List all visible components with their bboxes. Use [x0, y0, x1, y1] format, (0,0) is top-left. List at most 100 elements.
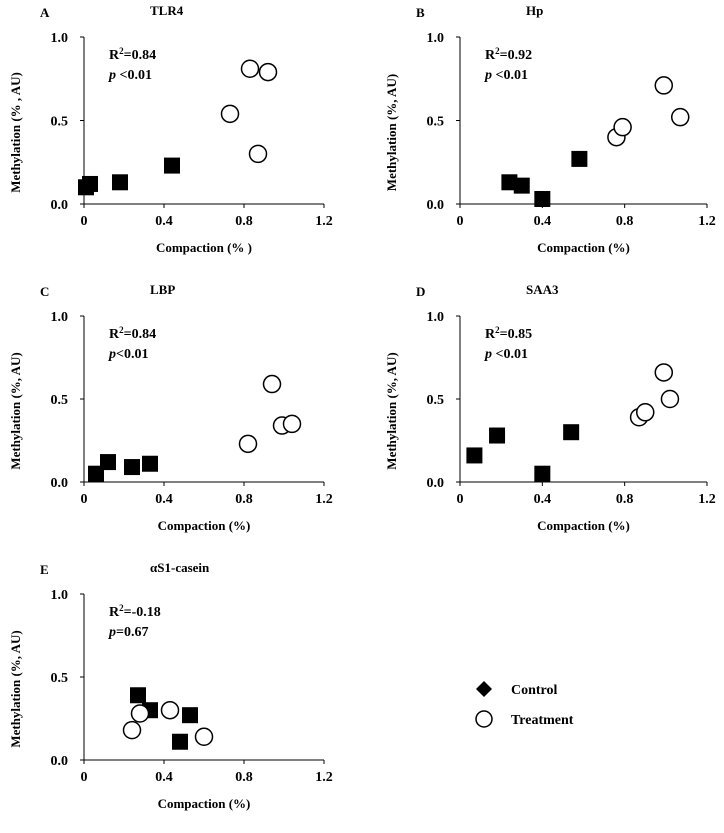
x-tick-label: 0.4: [155, 214, 173, 229]
x-tick-label: 0: [457, 214, 464, 229]
control-point: [100, 454, 116, 471]
control-point: [142, 455, 158, 472]
panel-e: 0 0.4 0.8 1.2 0.0 0.5 1.0E αS1-casein Compaction…: [8, 560, 333, 811]
p-letter: p: [108, 625, 116, 640]
x-axis-label: Compaction (%): [537, 518, 630, 533]
panel-d: 0 0.4 0.8 1.2 0.0 0.5 1.0D SAA3 Compaction (%) Me…: [384, 282, 716, 533]
x-tick-label: 0.8: [235, 214, 253, 229]
y-tick-label: 0.0: [51, 754, 69, 769]
panel-title: TLR4: [150, 3, 184, 18]
y-tick-label: 0.0: [51, 198, 69, 213]
x-tick-label: 1.2: [315, 770, 333, 785]
y-tick-label: 1.0: [51, 31, 69, 46]
panel-letter: E: [40, 562, 49, 577]
treatment-point: [258, 62, 278, 82]
panel-letter: D: [416, 284, 425, 299]
p-letter: p: [108, 68, 116, 83]
p-value-label: p <0.01: [484, 347, 528, 362]
x-tick-label: 0.8: [616, 492, 634, 507]
r-squared-label: R2=0.92: [485, 46, 532, 63]
legend: Control Treatment: [475, 681, 574, 728]
control-point: [501, 174, 518, 191]
panel-title: SAA3: [526, 282, 559, 297]
control-point: [466, 447, 483, 464]
x-axis-label: Compaction (%): [158, 796, 251, 811]
r-squared-label: R2=-0.18: [109, 603, 161, 620]
control-point: [534, 465, 551, 482]
r-squared-superscript: 2: [495, 325, 500, 335]
treatment-point: [130, 704, 150, 723]
y-axis-label: Methylation (%, AU): [8, 352, 23, 469]
r-squared-label: R2=0.85: [485, 325, 532, 342]
y-tick-label: 0.5: [427, 393, 445, 408]
x-axis-label: Compaction (%): [537, 240, 630, 255]
treatment-point: [654, 363, 674, 382]
y-axis-label: Methylation (% , AU): [8, 72, 23, 193]
p-letter: p: [484, 347, 492, 362]
control-point: [172, 733, 188, 750]
legend-control-marker: [476, 681, 492, 697]
x-tick-label: 0.4: [534, 214, 552, 229]
x-tick-label: 1.2: [315, 492, 333, 507]
panel-title: LBP: [150, 282, 175, 297]
y-axis-label: Methylation (%, AU): [384, 74, 399, 191]
p-value-label: p=0.67: [108, 625, 148, 640]
control-point: [124, 459, 140, 476]
control-point: [534, 190, 551, 207]
panel-a: 0 0.4 0.8 1.2 0.0 0.5 1.0A TLR4 Compaction (% ) M…: [8, 3, 333, 255]
y-tick-label: 1.0: [51, 310, 69, 325]
control-point: [489, 427, 506, 444]
treatment-point: [262, 374, 282, 394]
x-tick-label: 0: [457, 492, 464, 507]
y-tick-label: 1.0: [427, 31, 445, 46]
y-tick-label: 0.0: [427, 198, 445, 213]
treatment-point: [160, 700, 180, 720]
panel-letter: C: [40, 284, 49, 299]
treatment-point: [282, 414, 302, 434]
p-value-label: p <0.01: [108, 68, 152, 83]
x-axis-label: Compaction (% ): [156, 240, 252, 255]
y-tick-label: 0.5: [51, 393, 69, 408]
y-axis-label: Methylation (%, AU): [8, 630, 23, 747]
treatment-point: [660, 389, 680, 409]
r-squared-label: R2=0.84: [109, 46, 156, 63]
treatment-point: [654, 76, 674, 95]
r-squared-superscript: 2: [119, 46, 124, 56]
x-tick-label: 0.4: [534, 492, 552, 507]
panel-letter: B: [416, 5, 425, 20]
x-tick-label: 0: [81, 492, 88, 507]
panel-c: 0 0.4 0.8 1.2 0.0 0.5 1.0C LBP Compaction (%) Met…: [8, 282, 333, 533]
p-letter: p: [108, 347, 116, 362]
y-tick-label: 0.0: [51, 476, 69, 491]
legend-treatment-label: Treatment: [511, 713, 574, 728]
r-squared-superscript: 2: [119, 603, 124, 613]
treatment-point: [670, 107, 690, 127]
x-tick-label: 0.4: [155, 770, 173, 785]
treatment-point: [238, 434, 258, 454]
control-point: [571, 150, 588, 167]
x-tick-label: 0: [81, 214, 88, 229]
control-point: [112, 174, 128, 191]
x-axis-label: Compaction (%): [158, 518, 251, 533]
y-tick-label: 0.5: [427, 115, 445, 130]
control-point: [563, 424, 580, 441]
panel-b: 0 0.4 0.8 1.2 0.0 0.5 1.0B Hp Compaction (%) Meth…: [384, 3, 716, 255]
treatment-point: [613, 117, 632, 137]
panel-title: Hp: [526, 3, 543, 18]
x-tick-label: 1.2: [698, 492, 716, 507]
x-tick-label: 0.4: [155, 492, 173, 507]
y-axis-label: Methylation (%, AU): [384, 352, 399, 469]
x-tick-label: 0: [81, 770, 88, 785]
control-point: [164, 157, 180, 174]
treatment-point: [220, 104, 240, 124]
legend-control-label: Control: [511, 683, 558, 698]
x-tick-label: 0.8: [235, 770, 253, 785]
panel-letter: A: [40, 5, 50, 20]
legend-treatment-marker: [475, 710, 493, 728]
control-point: [82, 175, 98, 192]
p-value-label: p <0.01: [484, 68, 528, 83]
y-tick-label: 0.5: [51, 115, 69, 130]
y-tick-label: 0.5: [51, 671, 69, 686]
